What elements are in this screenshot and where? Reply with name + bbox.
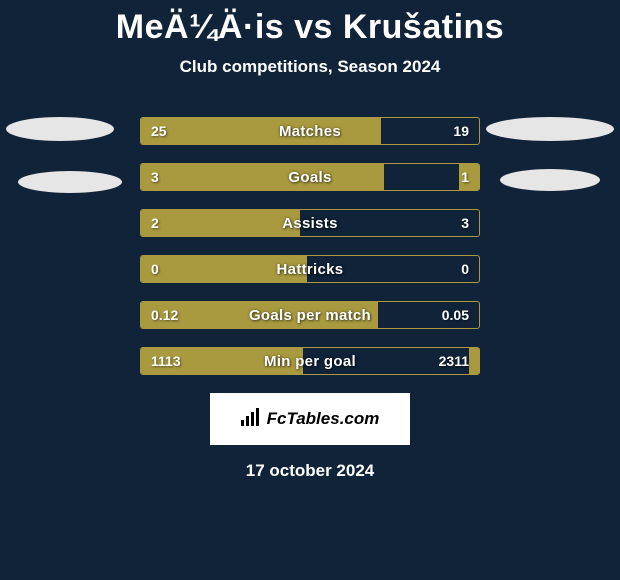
stat-label: Goals per match xyxy=(141,302,479,328)
stat-label: Hattricks xyxy=(141,256,479,282)
placeholder-oval xyxy=(18,171,122,193)
stat-label: Assists xyxy=(141,210,479,236)
placeholder-oval xyxy=(486,117,614,141)
placeholder-oval xyxy=(6,117,114,141)
logo-box: FcTables.com xyxy=(210,393,410,445)
stat-label: Matches xyxy=(141,118,479,144)
stat-label: Goals xyxy=(141,164,479,190)
page-title: MeÄ¼Ä·is vs Krušatins xyxy=(0,0,620,47)
placeholder-oval xyxy=(500,169,600,191)
stat-row: 0.12Goals per match0.05 xyxy=(140,301,480,329)
date-text: 17 october 2024 xyxy=(0,461,620,481)
stat-value-right: 0 xyxy=(461,256,469,282)
stat-row: 2Assists3 xyxy=(140,209,480,237)
stat-row: 25Matches19 xyxy=(140,117,480,145)
stat-row: 0Hattricks0 xyxy=(140,255,480,283)
logo-text: FcTables.com xyxy=(267,409,380,429)
stat-value-right: 0.05 xyxy=(442,302,469,328)
logo: FcTables.com xyxy=(241,408,380,431)
stat-value-right: 3 xyxy=(461,210,469,236)
stat-row: 3Goals1 xyxy=(140,163,480,191)
subtitle: Club competitions, Season 2024 xyxy=(0,57,620,77)
bar-chart-icon xyxy=(241,408,263,431)
stat-bars: 25Matches193Goals12Assists30Hattricks00.… xyxy=(140,117,480,375)
stat-row: 1113Min per goal2311 xyxy=(140,347,480,375)
comparison-content: 25Matches193Goals12Assists30Hattricks00.… xyxy=(0,117,620,375)
stat-label: Min per goal xyxy=(141,348,479,374)
stat-value-right: 2311 xyxy=(439,348,469,374)
stat-value-right: 19 xyxy=(453,118,469,144)
stat-value-right: 1 xyxy=(461,164,469,190)
